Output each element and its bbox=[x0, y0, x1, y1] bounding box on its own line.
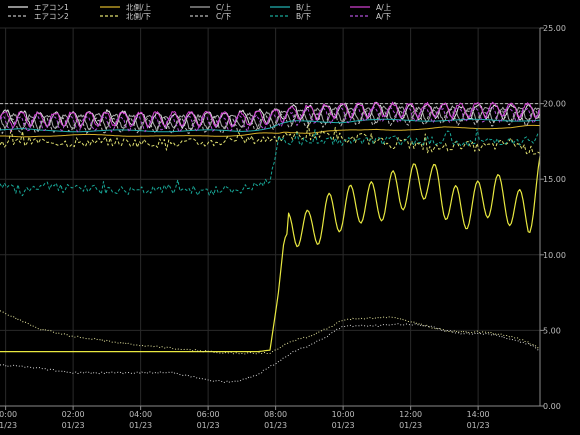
y-tick-label: 5.00 bbox=[543, 326, 561, 335]
legend-label: C/上 bbox=[216, 3, 232, 12]
x-tick-date: 01/23 bbox=[467, 421, 490, 430]
x-tick-label: 00:00 bbox=[0, 410, 17, 419]
legend-label: B/下 bbox=[296, 12, 312, 21]
x-tick-label: 08:00 bbox=[264, 410, 287, 419]
y-tick-label: 0.00 bbox=[543, 402, 561, 411]
axes: 0.00 5.00 10.00 15.00 20.00 25.00 00:00 01/23 02… bbox=[0, 24, 566, 430]
series-line-北側/上 bbox=[0, 124, 541, 138]
series-line-C/下 bbox=[0, 108, 541, 134]
y-tick-label: 10.00 bbox=[543, 251, 566, 260]
y-tick-label: 20.00 bbox=[543, 100, 566, 109]
x-tick-label: 14:00 bbox=[467, 410, 490, 419]
series-line-北側/下 bbox=[0, 122, 541, 155]
x-tick-label: 02:00 bbox=[62, 410, 85, 419]
legend-label: A/下 bbox=[376, 12, 392, 21]
series-line-A/上 bbox=[0, 101, 541, 128]
series-line-B/上 bbox=[0, 118, 541, 133]
legend-label: 北側/下 bbox=[126, 11, 152, 21]
x-tick-date: 01/23 bbox=[332, 421, 355, 430]
legend-label: エアコン1 bbox=[34, 3, 69, 12]
legend-label: 北側/上 bbox=[126, 2, 152, 12]
series-line-unlabeled-10 bbox=[0, 156, 541, 353]
x-tick-date: 01/23 bbox=[0, 421, 17, 430]
x-tick-label: 12:00 bbox=[399, 410, 422, 419]
y-tick-label: 15.00 bbox=[543, 175, 566, 184]
series-line-unlabeled-12 bbox=[0, 323, 541, 383]
x-tick-date: 01/23 bbox=[264, 421, 287, 430]
x-tick-label: 04:00 bbox=[129, 410, 152, 419]
x-tick-date: 01/23 bbox=[197, 421, 220, 430]
x-tick-label: 06:00 bbox=[197, 410, 220, 419]
legend-label: エアコン2 bbox=[34, 12, 69, 21]
y-tick-label: 25.00 bbox=[543, 24, 566, 33]
x-tick-date: 01/23 bbox=[399, 421, 422, 430]
x-tick-label: 10:00 bbox=[332, 410, 355, 419]
legend-label: C/下 bbox=[216, 12, 232, 21]
series-line-unlabeled-11 bbox=[0, 310, 541, 355]
series-line-B/下 bbox=[0, 128, 540, 197]
x-tick-date: 01/23 bbox=[129, 421, 152, 430]
grid bbox=[0, 27, 540, 407]
plot-area bbox=[0, 101, 541, 383]
x-tick-date: 01/23 bbox=[62, 421, 85, 430]
legend-label: B/上 bbox=[296, 3, 312, 12]
legend-label: A/上 bbox=[376, 3, 392, 12]
